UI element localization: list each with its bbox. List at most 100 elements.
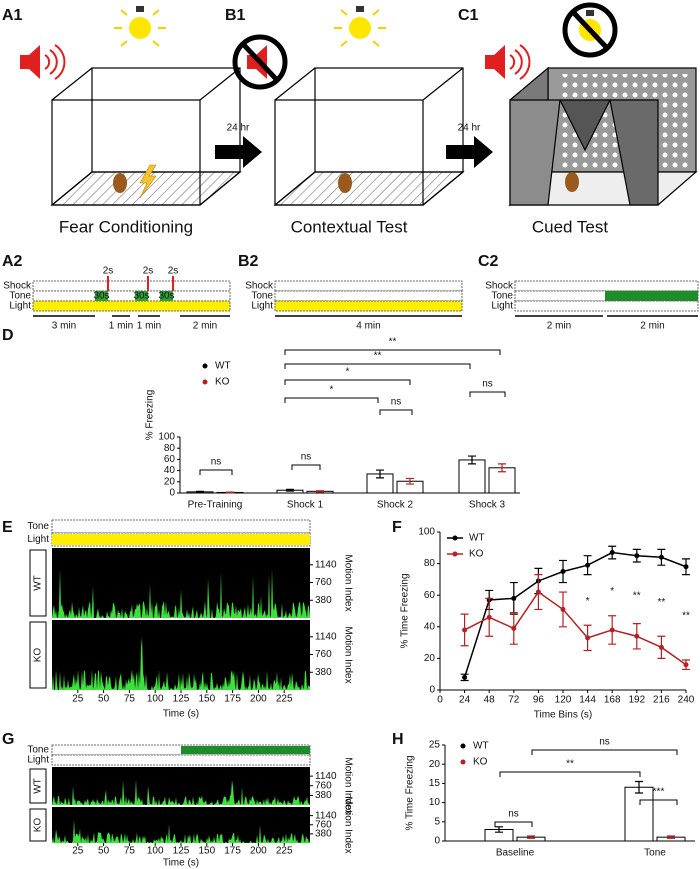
significance-label: ** bbox=[682, 610, 690, 621]
y-tick-label: 380 bbox=[315, 667, 332, 678]
series-line bbox=[463, 551, 687, 678]
timeline-row bbox=[274, 300, 463, 312]
x-tick-label: 200 bbox=[250, 694, 267, 705]
row-label: Shock bbox=[3, 281, 32, 292]
panel-label: C2 bbox=[478, 253, 499, 270]
timeline-row bbox=[32, 280, 231, 292]
y-tick-label: 60 bbox=[164, 454, 176, 465]
shock-label: 2s bbox=[168, 266, 179, 277]
arrow bbox=[446, 136, 493, 168]
significance-bracket bbox=[199, 469, 233, 475]
y-tick-label: 20 bbox=[164, 476, 176, 487]
x-tick-label: Shock 2 bbox=[377, 500, 414, 511]
tone-block bbox=[605, 291, 698, 301]
significance-bracket bbox=[284, 397, 379, 403]
significance-label: ns bbox=[508, 809, 519, 820]
y-tick-label: 0 bbox=[169, 488, 175, 499]
legend-marker bbox=[460, 759, 466, 765]
timeline-row bbox=[32, 290, 231, 302]
row-label: Tone bbox=[27, 745, 49, 756]
significance-label: ** bbox=[389, 337, 397, 348]
panel-label: F bbox=[392, 519, 402, 536]
light-bar bbox=[52, 534, 310, 545]
y-tick-label: 0 bbox=[429, 685, 435, 696]
shock-label: 2s bbox=[103, 266, 114, 277]
y-tick-label: 1140 bbox=[315, 771, 337, 782]
y-tick-label: 10 bbox=[429, 797, 441, 808]
point bbox=[585, 635, 591, 641]
significance-bracket bbox=[284, 379, 411, 385]
significance-bracket bbox=[469, 391, 506, 397]
point bbox=[634, 553, 640, 559]
significance-label: ** bbox=[566, 759, 574, 770]
trace-background bbox=[52, 767, 310, 805]
x-tick-label: 150 bbox=[198, 694, 215, 705]
x-tick-label: 225 bbox=[276, 694, 293, 705]
y-tick-label: 100 bbox=[158, 432, 175, 443]
x-tick-label: 175 bbox=[224, 694, 241, 705]
y-tick-label: 1140 bbox=[315, 810, 337, 821]
significance-label: ** bbox=[374, 351, 382, 362]
delay-label: 24 hr bbox=[227, 123, 250, 134]
x-tick-label: 144 bbox=[579, 695, 596, 706]
significance-label: ns bbox=[391, 397, 402, 408]
x-tick-label: 200 bbox=[250, 846, 267, 857]
panel-label: B2 bbox=[238, 253, 259, 270]
row-label: Tone bbox=[491, 291, 513, 302]
bar bbox=[624, 786, 654, 842]
y-tick-label: 80 bbox=[164, 443, 176, 454]
significance-bracket bbox=[499, 771, 641, 777]
x-tick-label: Pre-Training bbox=[188, 500, 243, 511]
y-axis-label: Motion Index bbox=[342, 757, 353, 814]
legend-marker bbox=[452, 535, 458, 541]
panel-label: H bbox=[392, 731, 404, 748]
x-tick-label: 120 bbox=[555, 695, 572, 706]
group-box bbox=[29, 621, 47, 689]
y-tick-label: 760 bbox=[315, 577, 332, 588]
row-label: Light bbox=[27, 534, 49, 545]
x-tick-label: 216 bbox=[653, 695, 670, 706]
duration-label: 2 min bbox=[640, 321, 664, 332]
caption: Contextual Test bbox=[291, 217, 408, 236]
error-bar bbox=[316, 490, 324, 493]
point bbox=[486, 614, 492, 620]
significance-label: * bbox=[610, 586, 614, 597]
x-tick-label: 192 bbox=[628, 695, 645, 706]
group-label: WT bbox=[33, 575, 44, 591]
panel-label: A1 bbox=[2, 7, 23, 24]
y-tick-label: 5 bbox=[434, 816, 440, 827]
motion-trace bbox=[52, 569, 310, 618]
row-box bbox=[51, 519, 311, 534]
error-bar bbox=[495, 826, 503, 833]
point bbox=[658, 554, 664, 560]
y-tick-label: 380 bbox=[315, 829, 332, 840]
point bbox=[560, 606, 566, 612]
legend-marker bbox=[460, 743, 466, 749]
y-tick-label: 60 bbox=[424, 590, 436, 601]
panel-label: A2 bbox=[2, 253, 23, 270]
row-label: Shock bbox=[485, 281, 514, 292]
error-bar bbox=[498, 463, 506, 473]
legend-label: KO bbox=[473, 757, 488, 768]
x-tick-label: 24 bbox=[459, 695, 471, 706]
legend-label: WT bbox=[215, 361, 231, 372]
point bbox=[609, 550, 615, 556]
y-tick-label: 1140 bbox=[315, 631, 337, 642]
significance-label: ns bbox=[211, 457, 222, 468]
error-bar bbox=[376, 469, 384, 479]
x-tick-label: 0 bbox=[437, 695, 443, 706]
row-label: Tone bbox=[9, 291, 31, 302]
y-axis-label: % Freezing bbox=[145, 390, 156, 441]
group-box bbox=[29, 549, 47, 617]
significance-label: ns bbox=[482, 379, 493, 390]
caption: Fear Conditioning bbox=[59, 217, 193, 236]
motion-trace bbox=[52, 819, 310, 843]
x-tick-label: 168 bbox=[604, 695, 621, 706]
y-tick-label: 380 bbox=[315, 595, 332, 606]
speaker-icon bbox=[485, 44, 531, 80]
point bbox=[634, 633, 640, 639]
series-line bbox=[464, 590, 687, 666]
tone-label: 30s bbox=[133, 291, 149, 302]
x-tick-label: 75 bbox=[124, 694, 136, 705]
speaker-icon bbox=[20, 44, 66, 80]
